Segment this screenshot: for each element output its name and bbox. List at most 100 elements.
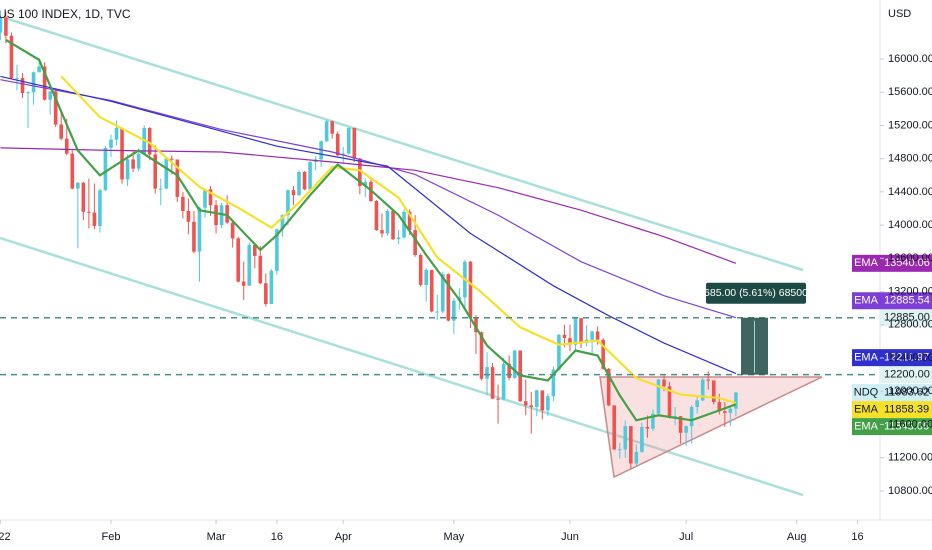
candle-body [280,215,285,230]
y-tick-label: 11600.00 [888,418,932,430]
triangle-pattern [599,376,823,479]
candle-body [684,426,688,433]
price-label-box [880,309,932,327]
x-tick-label: 22 [0,531,11,543]
candle-body [31,72,36,93]
candle-body [230,222,235,239]
y-tick-label: 15200.00 [888,119,932,131]
candle-body [324,121,329,142]
candle-body [4,17,8,36]
candle-body [76,182,80,189]
price-label-name: NDQ [854,387,879,399]
ema-line [0,75,737,375]
candle-body [595,331,600,340]
ema-line [5,38,737,422]
candle-body [358,158,362,187]
price-label-box [880,401,932,419]
chart-title: US 100 INDEX, 1D, TVC [0,7,131,21]
y-tick-label: 12400.00 [888,352,932,364]
candle-body [153,154,158,189]
y-tick-label: 13200.00 [888,285,932,297]
price-label-name: EMA [854,404,879,416]
y-tick-label: 11200.00 [888,452,932,464]
candle-body [452,300,456,321]
candle-body [413,230,417,256]
price-label: 13540.06 [884,257,930,269]
candle-body [435,311,440,313]
x-tick-label: 16 [271,531,283,543]
candle-body [523,401,528,406]
price-label: 11983.62 [884,387,929,399]
candle-body [496,398,500,400]
candle-body [164,158,169,189]
x-tick-label: May [443,531,464,543]
candle-body [103,147,108,191]
price-label-name: EMA [854,257,879,269]
x-tick-label: Jun [561,531,579,543]
candle-body [700,379,705,401]
candle-body [269,270,274,305]
x-tick-label: Feb [102,531,121,543]
candle-body [507,363,511,378]
candle-body [181,196,185,211]
candle-body [225,205,229,223]
ema-line [60,75,737,405]
y-tick-label: 14000.00 [888,219,932,231]
candle-body [623,426,628,450]
candle-body [346,127,351,154]
candle-body [81,182,86,212]
candle-body [26,92,30,94]
price-label: 11858.39 [884,404,929,416]
candle-body [429,269,434,312]
candle-body [109,139,113,148]
candle-body [170,158,174,160]
candle-body [114,127,119,140]
candle-body [87,211,91,213]
candle-body [247,245,252,286]
candle-body [147,127,152,155]
candle-body [656,379,661,414]
price-label-box [880,292,932,310]
price-label: 12211.97 [884,352,929,364]
candle-body [330,121,334,134]
candle-body [64,138,69,154]
candle-body [557,334,561,370]
candle-body [573,318,578,345]
price-label: 12200.00 [884,369,930,381]
candle-body [241,281,246,286]
price-label-name-box [852,418,880,436]
candle-body [468,261,473,319]
x-tick-label: Jul [679,531,693,543]
candle-body [380,230,384,234]
ema-line [0,79,737,319]
candle-body [706,379,711,381]
candle-body [92,212,97,226]
candle-body [540,390,545,411]
channel-lower [0,236,804,497]
candle-body [651,413,655,429]
candle-body [374,201,379,231]
candle-body [689,407,694,427]
candle-body [0,17,3,33]
candle-body [352,127,357,159]
candle-body [125,159,130,180]
candle-body [474,318,478,333]
candle-body [662,379,666,387]
candle-body [612,405,617,450]
candle-body [640,426,644,452]
candle-body [175,159,180,197]
candle-body [236,238,240,282]
candle-body [579,318,583,344]
candle-body [9,35,14,79]
candle-body [286,190,290,216]
candle-body [717,402,722,412]
candle-body [335,133,340,156]
candle-body [667,386,672,418]
candle-body [297,171,301,196]
candle-body [258,255,263,284]
candle-body [440,274,445,312]
price-label-box [880,366,932,384]
x-tick-label: Mar [207,531,226,543]
price-label-name: EMA [854,295,879,307]
